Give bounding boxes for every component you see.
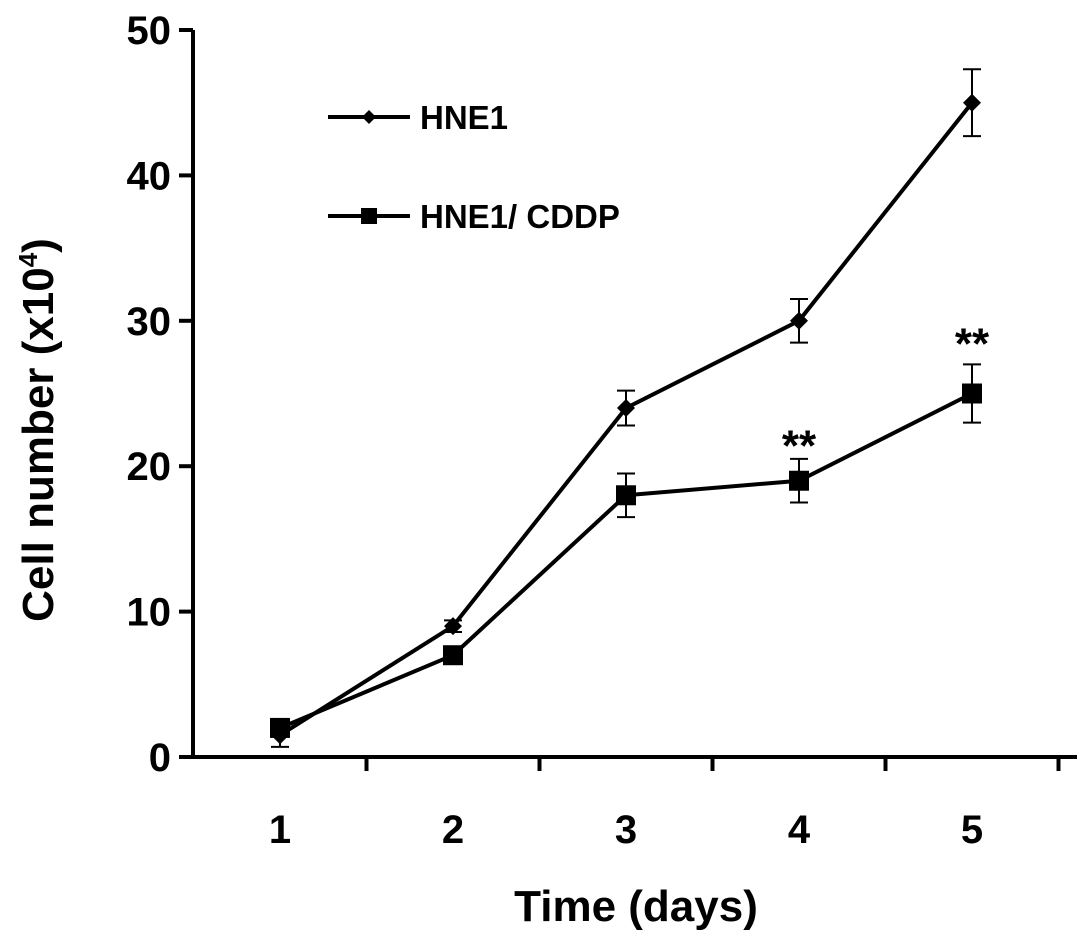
data-point-diamond <box>790 311 808 330</box>
ticks <box>179 28 1061 771</box>
data-point-diamond <box>963 93 981 112</box>
x-tick-label: 5 <box>961 808 983 852</box>
series-1 <box>270 363 982 738</box>
y-tick-label: 20 <box>127 445 172 489</box>
y-tick-label: 0 <box>149 736 171 780</box>
axes <box>191 30 1077 759</box>
legend: HNE1 HNE1/ CDDP <box>328 99 620 235</box>
y-axis-title: Cell number (x104) <box>13 238 63 622</box>
x-tick-label: 3 <box>615 808 637 852</box>
data-point-diamond <box>444 617 462 636</box>
significance-marker: ** <box>782 421 817 470</box>
y-axis-title-close: ) <box>14 238 63 253</box>
series-line <box>279 391 973 730</box>
data-point-square <box>270 717 290 738</box>
annotation-layer: ** ** <box>782 320 990 471</box>
series-layer <box>270 68 982 748</box>
data-point-square <box>962 383 982 404</box>
y-tick-label: 10 <box>127 591 172 635</box>
legend-label-hne1: HNE1 <box>420 99 508 136</box>
y-tick-label: 50 <box>127 9 172 53</box>
series-0 <box>271 68 981 748</box>
legend-label-hne1-cddp: HNE1/ CDDP <box>420 198 620 235</box>
data-point-square <box>789 470 809 491</box>
data-point-square <box>616 485 636 506</box>
x-axis-title: Time (days) <box>514 882 758 931</box>
y-axis-title-exponent: 4 <box>13 252 43 267</box>
tick-labels: 0 10 20 30 40 50 1 2 3 4 5 <box>127 9 984 852</box>
y-tick-label: 40 <box>127 154 172 198</box>
x-tick-label: 4 <box>788 808 811 852</box>
legend-item-hne1: HNE1 <box>328 99 508 136</box>
data-point-diamond <box>617 399 635 418</box>
legend-marker-square <box>361 208 377 224</box>
x-tick-label: 1 <box>269 808 291 852</box>
legend-item-hne1-cddp: HNE1/ CDDP <box>328 198 620 235</box>
significance-marker: ** <box>955 320 990 369</box>
y-tick-label: 30 <box>127 300 172 344</box>
x-tick-label: 2 <box>442 808 464 852</box>
legend-marker-diamond <box>362 110 376 124</box>
y-axis-title-main: Cell number (x10 <box>14 267 63 622</box>
data-point-square <box>443 645 463 666</box>
